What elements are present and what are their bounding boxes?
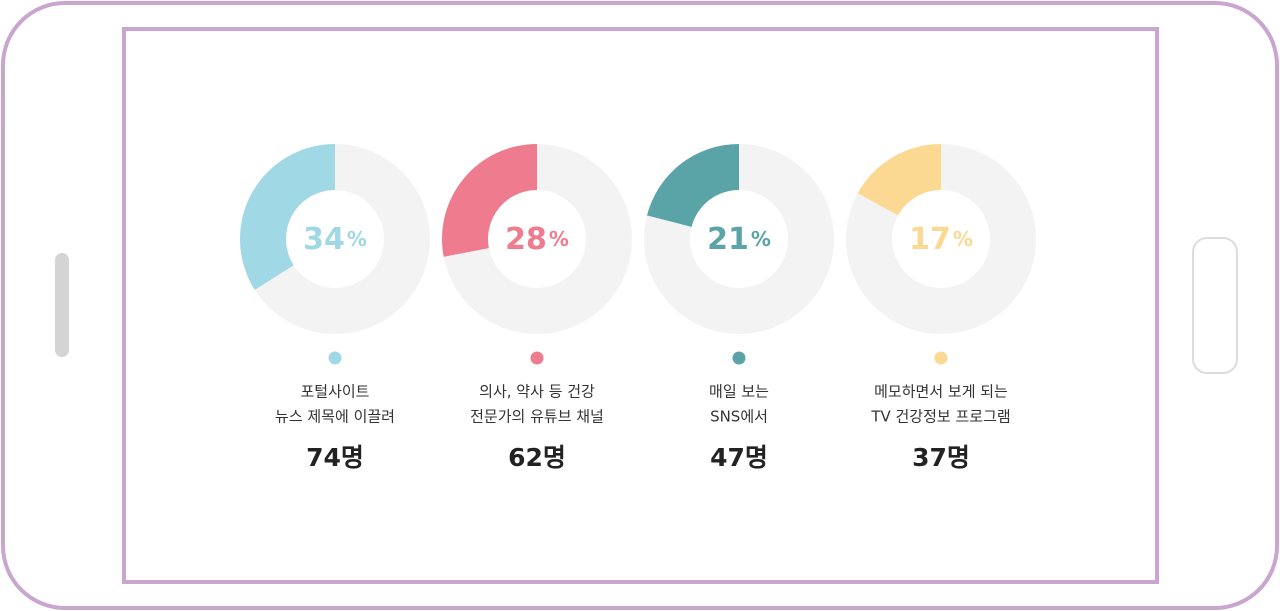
legend-dot — [732, 351, 746, 365]
home-button[interactable] — [1192, 237, 1238, 374]
percent-label: 34% — [303, 222, 367, 257]
category-label: TV 건강정보 프로그램 — [870, 408, 1010, 426]
category-label: 메모하면서 보게 되는 — [874, 383, 1008, 401]
category-label: 뉴스 제목에 이끌려 — [275, 408, 395, 426]
number: 28 — [505, 222, 547, 257]
legend-dot — [328, 351, 342, 365]
percent-label: 21% — [707, 222, 771, 257]
category-label: 포털사이트 — [300, 383, 369, 401]
count-label: 62명 — [508, 443, 566, 472]
legend-dot — [934, 351, 948, 365]
legend-dot — [530, 351, 544, 365]
percent-label: 17% — [909, 222, 973, 257]
unit: % — [953, 227, 973, 251]
count-label: 37명 — [912, 443, 970, 472]
count-label: 47명 — [710, 443, 768, 472]
donut-segment — [646, 144, 739, 227]
unit: % — [751, 227, 771, 251]
unit: % — [549, 227, 569, 251]
number: 21 — [707, 222, 749, 257]
side-button — [55, 253, 69, 357]
category-label: 전문가의 유튜브 채널 — [470, 408, 604, 426]
unit: % — [347, 227, 367, 251]
count-label: 74명 — [306, 443, 364, 472]
category-label: 의사, 약사 등 건강 — [479, 383, 595, 401]
percent-label: 28% — [505, 222, 569, 257]
donut-segment — [442, 144, 537, 257]
donut-segment — [857, 144, 941, 216]
category-label: 매일 보는 — [709, 383, 769, 401]
donut-segment — [239, 144, 335, 290]
number: 17 — [909, 222, 951, 257]
category-label: SNS에서 — [710, 408, 768, 426]
number: 34 — [303, 222, 345, 257]
